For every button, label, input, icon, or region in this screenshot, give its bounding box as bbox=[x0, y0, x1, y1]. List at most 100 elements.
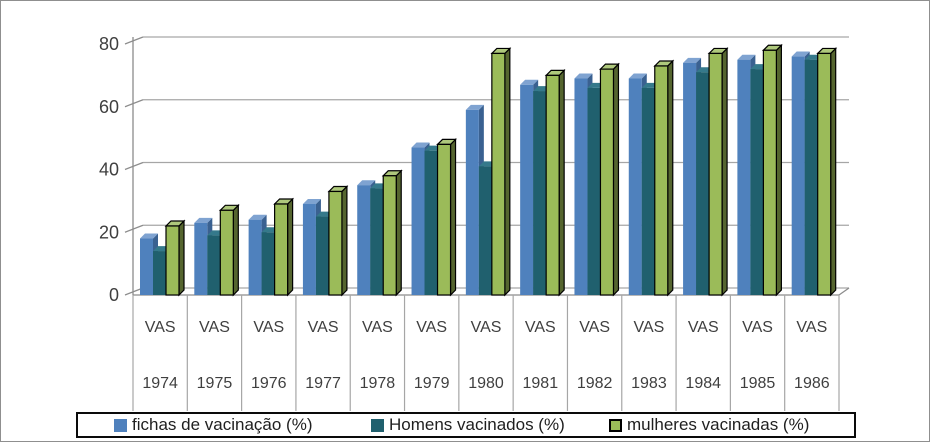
bar-fichas-1979 bbox=[411, 147, 425, 295]
bar-mulheres-1977 bbox=[328, 190, 343, 296]
bar-mulheres-1981 bbox=[545, 74, 560, 296]
bar-fichas-1977 bbox=[302, 204, 316, 295]
bar-mulheres-1979-side bbox=[449, 137, 457, 297]
bar-mulheres-1983-side bbox=[667, 59, 674, 297]
bar-mulheres-1986-side bbox=[830, 46, 837, 297]
x-axis-label-year: 1985 bbox=[740, 375, 776, 392]
x-axis-label-prefix: VAS bbox=[525, 319, 556, 336]
bar-fichas-1984 bbox=[683, 62, 697, 296]
bar-mulheres-1984-side bbox=[721, 46, 728, 297]
bar-mulheres-1982 bbox=[599, 68, 615, 296]
bar-homens-1981 bbox=[533, 91, 547, 295]
x-axis-label-year: 1982 bbox=[577, 375, 613, 392]
legend-item-mulheres: mulheres vacinadas (%) bbox=[609, 414, 809, 436]
legend-label-homens: Homens vacinados (%) bbox=[389, 415, 565, 434]
bar-homens-1984 bbox=[696, 72, 710, 295]
bar-fichas-1985-top bbox=[737, 54, 756, 60]
axis-tick bbox=[124, 36, 144, 45]
bar-mulheres-1978-side bbox=[395, 169, 402, 297]
x-axis-label-prefix: VAS bbox=[308, 319, 339, 336]
bar-mulheres-1980 bbox=[491, 52, 506, 296]
bar-fichas-1975 bbox=[194, 222, 208, 295]
bar-fichas-1980 bbox=[465, 109, 479, 295]
bar-mulheres-1985-side bbox=[775, 43, 782, 297]
bar-mulheres-1975 bbox=[219, 209, 234, 296]
bar-mulheres-1975-side bbox=[232, 203, 239, 297]
legend-item-fichas: fichas de vacinação (%) bbox=[114, 414, 312, 436]
bar-fichas-1983 bbox=[628, 78, 642, 295]
bar-mulheres-1982-side bbox=[612, 62, 620, 297]
bar-homens-1985 bbox=[750, 69, 764, 295]
x-axis-label-prefix: VAS bbox=[579, 319, 610, 336]
bar-homens-1978 bbox=[370, 188, 384, 295]
bar-homens-1977 bbox=[315, 216, 329, 295]
bar-homens-1979 bbox=[424, 150, 438, 295]
bar-mulheres-1977-side bbox=[341, 185, 348, 297]
bar-homens-1982 bbox=[587, 87, 601, 295]
bar-fichas-1982-top bbox=[574, 73, 593, 79]
x-axis-label-year: 1977 bbox=[305, 375, 341, 392]
bar-fichas-1985 bbox=[737, 59, 751, 295]
x-axis-label-prefix: VAS bbox=[416, 319, 447, 336]
bar-fichas-1986 bbox=[791, 56, 805, 295]
bar-fichas-1983-top bbox=[628, 73, 647, 79]
x-axis-label-prefix: VAS bbox=[253, 319, 284, 336]
legend-label-mulheres: mulheres vacinadas (%) bbox=[627, 415, 810, 434]
x-axis-label-prefix: VAS bbox=[634, 319, 665, 336]
bar-mulheres-1985 bbox=[762, 49, 777, 296]
y-axis-label: 20 bbox=[99, 222, 119, 242]
bar-mulheres-1984 bbox=[708, 52, 723, 296]
bar-mulheres-1980-side bbox=[504, 46, 511, 297]
bar-mulheres-1976-side bbox=[287, 197, 294, 297]
bar-fichas-1978-top bbox=[357, 180, 376, 186]
bar-fichas-1975-top bbox=[194, 217, 213, 223]
bar-homens-1974 bbox=[153, 251, 166, 295]
chart-legend: fichas de vacinação (%) Homens vacinados… bbox=[76, 412, 856, 438]
bar-fichas-1976 bbox=[248, 219, 262, 295]
bar-fichas-1974 bbox=[140, 238, 153, 295]
x-axis-label-prefix: VAS bbox=[688, 319, 719, 336]
bar-fichas-1982 bbox=[574, 78, 588, 295]
bar-fichas-1981 bbox=[520, 84, 534, 295]
bar-homens-1980 bbox=[478, 166, 492, 295]
x-axis-label-year: 1984 bbox=[685, 375, 721, 392]
x-axis-label-year: 1981 bbox=[523, 375, 559, 392]
bar-homens-1975 bbox=[207, 235, 221, 295]
y-axis-label: 0 bbox=[109, 285, 119, 305]
x-axis-label-year: 1975 bbox=[197, 375, 233, 392]
x-axis-label-year: 1974 bbox=[142, 375, 178, 392]
x-axis-label-year: 1976 bbox=[251, 375, 287, 392]
bar-fichas-1984-top bbox=[683, 57, 702, 63]
floor-edge bbox=[838, 287, 850, 296]
x-axis-label-prefix: VAS bbox=[471, 319, 502, 336]
bar-homens-1983 bbox=[641, 87, 655, 295]
x-axis-label-year: 1979 bbox=[414, 375, 450, 392]
x-axis-label-year: 1978 bbox=[360, 375, 396, 392]
x-axis-label-prefix: VAS bbox=[362, 319, 393, 336]
x-axis-label-prefix: VAS bbox=[796, 319, 827, 336]
bar-homens-1976 bbox=[261, 232, 275, 295]
bar-mulheres-1986 bbox=[817, 52, 832, 296]
y-axis-label: 80 bbox=[99, 34, 119, 54]
bar-mulheres-1976 bbox=[274, 203, 289, 296]
bar-mulheres-1979 bbox=[436, 143, 452, 296]
bar-fichas-1977-top bbox=[302, 199, 321, 205]
bar-fichas-1980-top bbox=[465, 104, 484, 110]
x-axis-label-prefix: VAS bbox=[199, 319, 230, 336]
bar-fichas-1976-top bbox=[248, 214, 267, 220]
legend-item-homens: Homens vacinados (%) bbox=[371, 414, 565, 436]
axis-tick bbox=[124, 99, 144, 108]
bar-fichas-1979-top bbox=[411, 142, 430, 148]
bar-mulheres-1981-side bbox=[558, 68, 565, 297]
bar-fichas-1986-top bbox=[791, 51, 810, 57]
axis-tick bbox=[124, 161, 144, 171]
bar-mulheres-1974-side bbox=[178, 219, 185, 297]
bar-mulheres-1974 bbox=[165, 225, 180, 296]
bar-fichas-1974-top bbox=[140, 233, 158, 239]
legend-swatch-fichas bbox=[114, 418, 127, 432]
bar-fichas-1978 bbox=[357, 185, 371, 295]
x-axis-label-prefix: VAS bbox=[742, 319, 773, 336]
y-axis-label: 40 bbox=[99, 160, 119, 180]
bar-mulheres-1978 bbox=[382, 175, 397, 296]
